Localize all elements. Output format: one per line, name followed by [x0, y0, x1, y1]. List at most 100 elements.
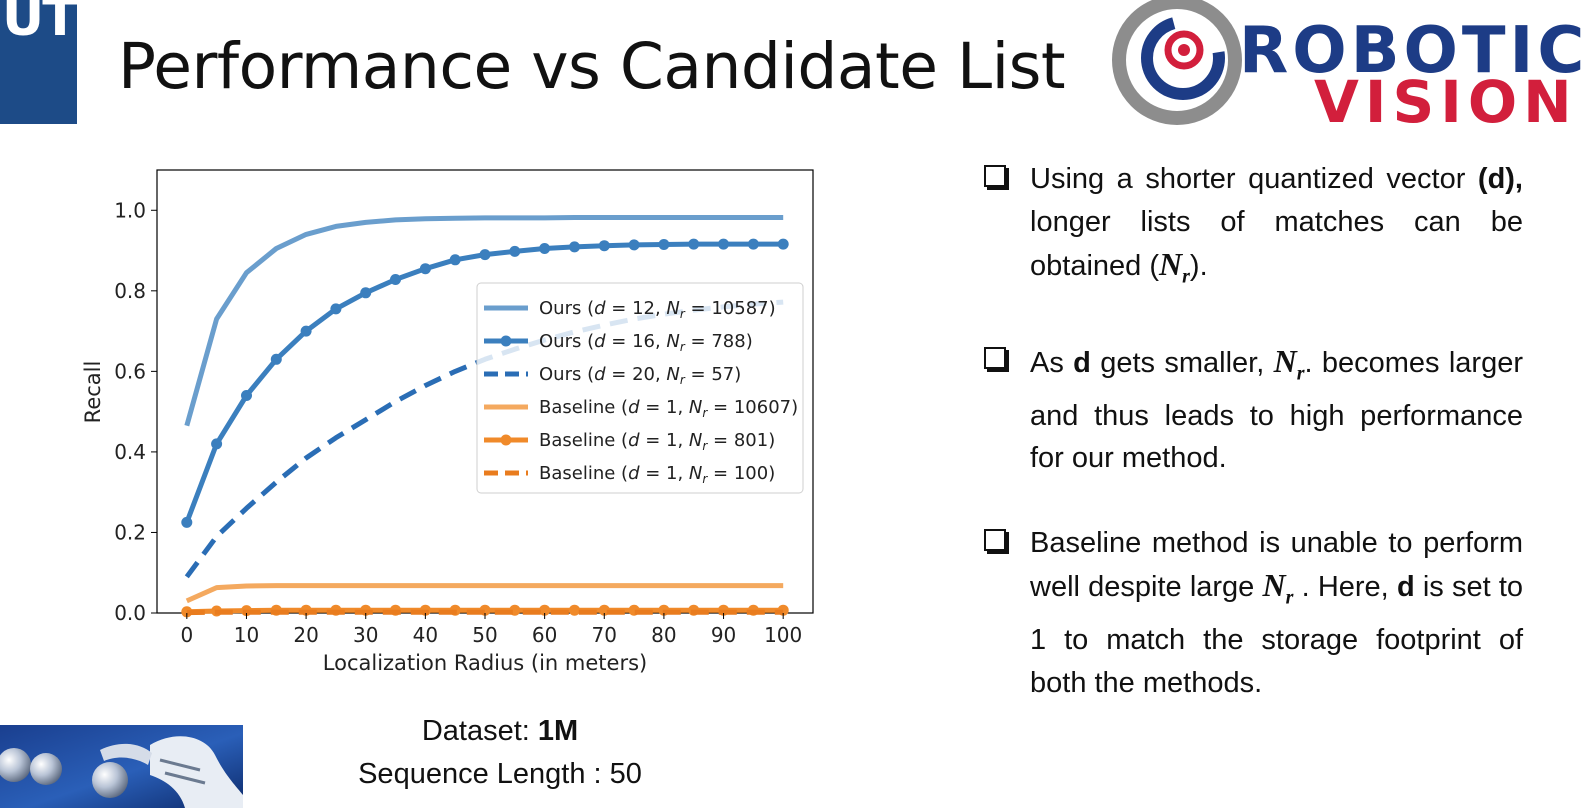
series-2-point — [300, 325, 312, 337]
series-2-point — [211, 438, 223, 450]
series-2-point — [390, 274, 401, 285]
logo-text-robotic: ROBOTIC — [1239, 14, 1583, 88]
series-2-point — [330, 303, 342, 315]
series-2-point — [449, 254, 461, 266]
x-tick-label: 80 — [651, 623, 676, 647]
x-tick-label: 60 — [532, 623, 557, 647]
logo-outer-ring — [1112, 0, 1242, 125]
nr-symbol-letter: N — [1273, 342, 1297, 379]
series-2-point — [658, 239, 670, 250]
series-2-point — [509, 245, 521, 257]
x-tick-label: 30 — [353, 623, 378, 647]
nr-symbol: Nr — [1262, 567, 1294, 608]
robot-hand-image — [0, 725, 243, 808]
nr-symbol-sub: r — [1285, 586, 1294, 609]
series-2-point — [181, 516, 193, 528]
logo-inner-arc — [1141, 16, 1225, 100]
bullet-list: Using a shorter quantized vector (d), lo… — [983, 158, 1523, 746]
slide-title: Performance vs Candidate List — [118, 30, 1066, 103]
y-tick-label: 0.8 — [114, 279, 146, 303]
bullet-2-text: As d gets smaller, Nr. becomes larger an… — [1030, 340, 1523, 480]
bullet-1-intro: Using a shorter quantized vector — [1030, 163, 1466, 195]
nr-symbol: Nr — [1159, 246, 1190, 287]
dataset-label: Dataset: — [421, 715, 530, 747]
nr-symbol-sub: r — [1182, 265, 1190, 288]
series-2-point — [270, 353, 282, 365]
legend-label: Baseline (d = 1, Nr = 100) — [539, 463, 775, 486]
bullet-1-bold: (d), — [1477, 163, 1523, 195]
x-tick-label: 100 — [764, 623, 802, 647]
series-line-1 — [184, 215, 784, 427]
ticks-layer: 0 10 20 30 40 50 60 70 80 90 100 0.0 0.2 0.4 0.6 0.8 1.0 — [114, 198, 802, 647]
series-2-point — [688, 238, 700, 250]
robotic-vision-logo: ROBOTIC VISION — [1106, 0, 1583, 135]
legend-label: Baseline (d = 1, Nr = 801) — [539, 430, 775, 453]
y-tick-label: 0.0 — [114, 601, 146, 625]
series-2-point — [718, 238, 729, 250]
series-line-4 — [185, 583, 784, 604]
x-tick-label: 70 — [592, 623, 617, 647]
bullet-1-text: Using a shorter quantized vector (d), lo… — [1030, 158, 1523, 298]
series-layer — [181, 215, 789, 618]
x-tick-label: 50 — [472, 623, 497, 647]
series-5-point — [539, 604, 551, 616]
bullet-3: Baseline method is unable to perform wel… — [983, 522, 1523, 704]
series-2-point — [479, 249, 491, 261]
series-2-point — [747, 238, 759, 250]
x-tick-label: 20 — [293, 623, 318, 647]
y-tick-label: 0.6 — [114, 359, 146, 383]
legend-box — [476, 282, 804, 494]
checkbox-bullet-icon — [984, 165, 1006, 187]
series-5-point — [569, 604, 580, 616]
dataset-line: Dataset: 1M — [300, 710, 700, 753]
legend-label: Ours (d = 16, Nr = 788) — [539, 331, 753, 354]
nr-symbol-sub: r — [1296, 362, 1305, 385]
x-tick-label: 40 — [413, 623, 438, 647]
bullet-3-text: Baseline method is unable to perform wel… — [1030, 522, 1523, 704]
bullet-3-mid: . Here, — [1301, 571, 1389, 604]
legend-label: Ours (d = 12, Nr = 10587) — [539, 298, 776, 321]
x-axis-label: Localization Radius (in meters) — [323, 651, 647, 675]
bullet-3-bold: d — [1396, 571, 1415, 604]
legend-label: Baseline (d = 1, Nr = 10607) — [539, 397, 798, 420]
logo-text-vision: VISION — [1314, 68, 1578, 135]
nr-symbol-letter: N — [1262, 567, 1286, 604]
legend-label: Ours (d = 20, Nr = 57) — [539, 364, 741, 387]
legend-marker — [500, 434, 512, 446]
recall-chart: 0 10 20 30 40 50 60 70 80 90 100 0.0 0.2 0.4 0.6 0.8 1.0… — [60, 158, 820, 688]
y-tick-label: 1.0 — [114, 198, 146, 222]
x-tick-label: 10 — [234, 623, 259, 647]
series-2-point — [539, 243, 551, 254]
bullet-3-intro: Baseline method is unable to perform wel… — [1030, 526, 1523, 604]
series-2-point — [628, 239, 640, 251]
bullet-2-end: . becomes larger and thus leads to high … — [1030, 346, 1524, 475]
y-tick-label: 0.4 — [114, 440, 146, 464]
nr-symbol-letter: N — [1159, 246, 1183, 282]
legend: Ours (d = 12, Nr = 10587) Ours (d = 16, N… — [476, 282, 804, 494]
series-2-point — [777, 238, 789, 250]
nr-symbol: Nr — [1273, 342, 1305, 384]
bullet-2-rest: gets smaller, — [1100, 346, 1265, 379]
checkbox-bullet-icon — [984, 528, 1006, 551]
series-2-point — [241, 390, 252, 401]
y-tick-label: 0.2 — [114, 520, 146, 544]
series-2-point — [419, 263, 431, 275]
bullet-2: As d gets smaller, Nr. becomes larger an… — [983, 340, 1523, 480]
series-2-point — [598, 240, 610, 252]
bullet-2-intro: As — [1030, 346, 1064, 379]
chart-svg: 0 10 20 30 40 50 60 70 80 90 100 0.0 0.2 0.4 0.6 0.8 1.0… — [81, 169, 814, 675]
series-2-point — [360, 287, 372, 299]
bullet-1-end: ). — [1189, 250, 1208, 282]
sequence-length-line: Sequence Length : 50 — [358, 758, 642, 790]
series-2-point — [569, 241, 580, 253]
legend-marker — [500, 335, 512, 347]
bullet-2-bold: d — [1073, 346, 1091, 379]
dataset-info: Dataset: 1M Sequence Length : 50 — [300, 710, 700, 796]
logo-eye-center — [1178, 44, 1190, 56]
dataset-value: 1M — [537, 715, 579, 747]
bullet-1: Using a shorter quantized vector (d), lo… — [983, 158, 1523, 298]
y-axis-label: Recall — [81, 361, 105, 424]
bullet-3-end: is set to 1 to match the storage footpri… — [1030, 571, 1524, 699]
qut-logo-text: UT — [2, 0, 78, 48]
bullet-1-rest: longer lists of matches can be obtained … — [1030, 205, 1523, 283]
